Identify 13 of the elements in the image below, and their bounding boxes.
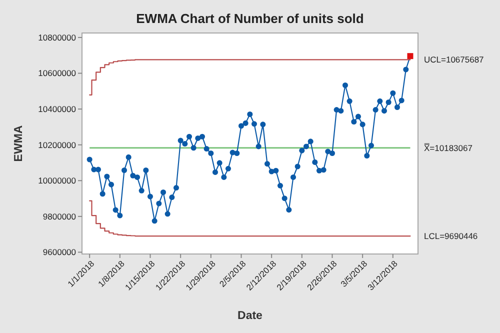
y-tick-label: 9600000 <box>42 247 76 258</box>
y-tick-label: 10600000 <box>38 68 76 78</box>
y-tick-label: 10000000 <box>38 176 76 186</box>
series-label: LCL=9690446 <box>424 231 478 241</box>
y-tick-label: 10400000 <box>38 104 76 114</box>
y-axis-title: EWMA <box>13 125 25 162</box>
ref-line-label: X̿=10183067 <box>424 142 473 153</box>
y-tick-label: 9800000 <box>42 211 76 222</box>
chart-title: EWMA Chart of Number of units sold <box>136 11 364 26</box>
y-tick-label: 10200000 <box>38 140 76 150</box>
x-axis-title: Date <box>238 310 262 322</box>
series-label: UCL=10675687 <box>424 54 484 65</box>
y-tick-label: 10800000 <box>38 32 76 42</box>
